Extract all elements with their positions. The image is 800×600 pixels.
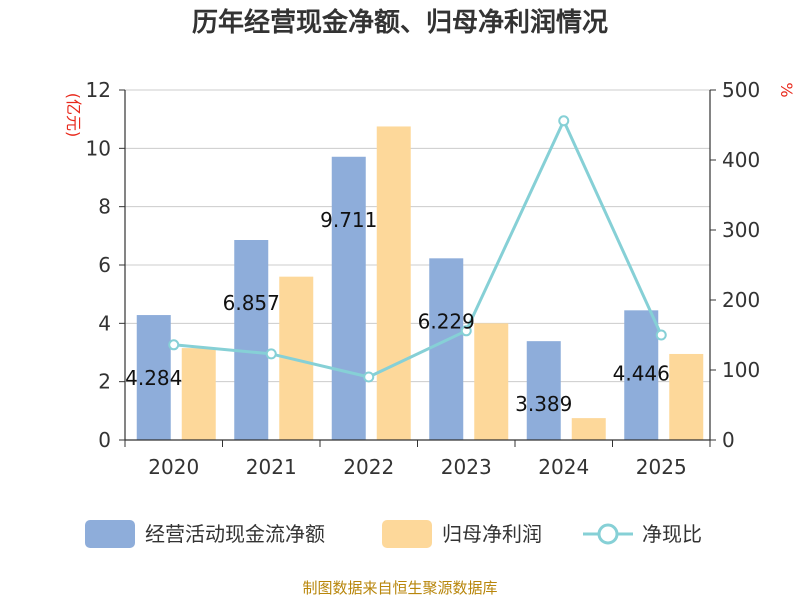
x-tick-label: 2021 xyxy=(246,455,297,479)
right-tick-label: 100 xyxy=(722,358,760,382)
operating-cash-bar xyxy=(429,258,464,440)
left-tick-label: 2 xyxy=(98,370,111,394)
right-axis-label: % xyxy=(777,82,796,97)
left-tick-label: 6 xyxy=(98,253,111,277)
ratio-point xyxy=(265,348,277,360)
axes: 0 2 4 6 8 10 12 0 100 200 300 400 500 2020 2021 2022 202… xyxy=(86,78,761,479)
left-tick-label: 10 xyxy=(86,136,111,160)
operating-cash-value-label: 6.857 xyxy=(223,291,280,315)
ratio-point xyxy=(363,371,375,383)
ratio-point xyxy=(460,325,472,337)
legend-label-ratio: 净现比 xyxy=(642,522,702,546)
x-tick-label: 2024 xyxy=(538,455,589,479)
operating-cash-bar xyxy=(136,315,171,440)
bars xyxy=(136,126,704,440)
net-profit-bar xyxy=(571,418,606,440)
left-axis-label: (亿元) xyxy=(64,93,83,138)
right-tick-label: 500 xyxy=(722,78,760,102)
operating-cash-bar xyxy=(234,240,269,440)
net-profit-bar xyxy=(474,323,509,440)
net-profit-bar xyxy=(669,353,704,440)
x-tick-label: 2020 xyxy=(148,455,199,479)
net-profit-bar xyxy=(181,348,216,440)
right-tick-label: 0 xyxy=(722,428,735,452)
left-tick-label: 12 xyxy=(86,78,111,102)
ratio-point xyxy=(558,115,570,127)
net-profit-bar xyxy=(376,126,411,440)
operating-cash-bar xyxy=(526,341,561,440)
x-tick-label: 2023 xyxy=(441,455,492,479)
legend: 经营活动现金流净额 归母净利润 净现比 xyxy=(85,520,702,548)
left-tick-label: 0 xyxy=(98,428,111,452)
right-tick-label: 400 xyxy=(722,148,760,172)
left-tick-label: 4 xyxy=(98,311,111,335)
right-tick-label: 300 xyxy=(722,218,760,242)
legend-swatch-marker xyxy=(597,523,619,545)
operating-cash-bar xyxy=(624,310,659,440)
x-tick-label: 2022 xyxy=(343,455,394,479)
legend-swatch-operating-cash xyxy=(85,520,135,548)
legend-label-net-profit: 归母净利润 xyxy=(442,522,542,546)
data-labels: 4.284 6.857 9.711 6.229 3.389 4.446 xyxy=(125,208,670,416)
operating-cash-value-label: 3.389 xyxy=(515,392,572,416)
operating-cash-value-label: 4.446 xyxy=(613,361,670,385)
legend-label-operating-cash: 经营活动现金流净额 xyxy=(145,522,325,546)
operating-cash-value-label: 9.711 xyxy=(320,208,377,232)
chart-title: 历年经营现金净额、归母净利润情况 xyxy=(192,7,608,38)
source-note: 制图数据来自恒生聚源数据库 xyxy=(302,579,497,597)
ratio-point xyxy=(655,329,667,341)
ratio-point xyxy=(168,339,180,351)
left-tick-label: 8 xyxy=(98,195,111,219)
operating-cash-value-label: 4.284 xyxy=(125,366,182,390)
right-tick-label: 200 xyxy=(722,288,760,312)
legend-swatch-net-profit xyxy=(382,520,432,548)
operating-cash-value-label: 6.229 xyxy=(418,309,475,333)
operating-cash-bar xyxy=(331,156,366,440)
grid xyxy=(125,89,710,383)
x-tick-label: 2025 xyxy=(636,455,687,479)
net-cash-ratio-line xyxy=(168,115,667,383)
ratio-polyline xyxy=(173,119,663,379)
